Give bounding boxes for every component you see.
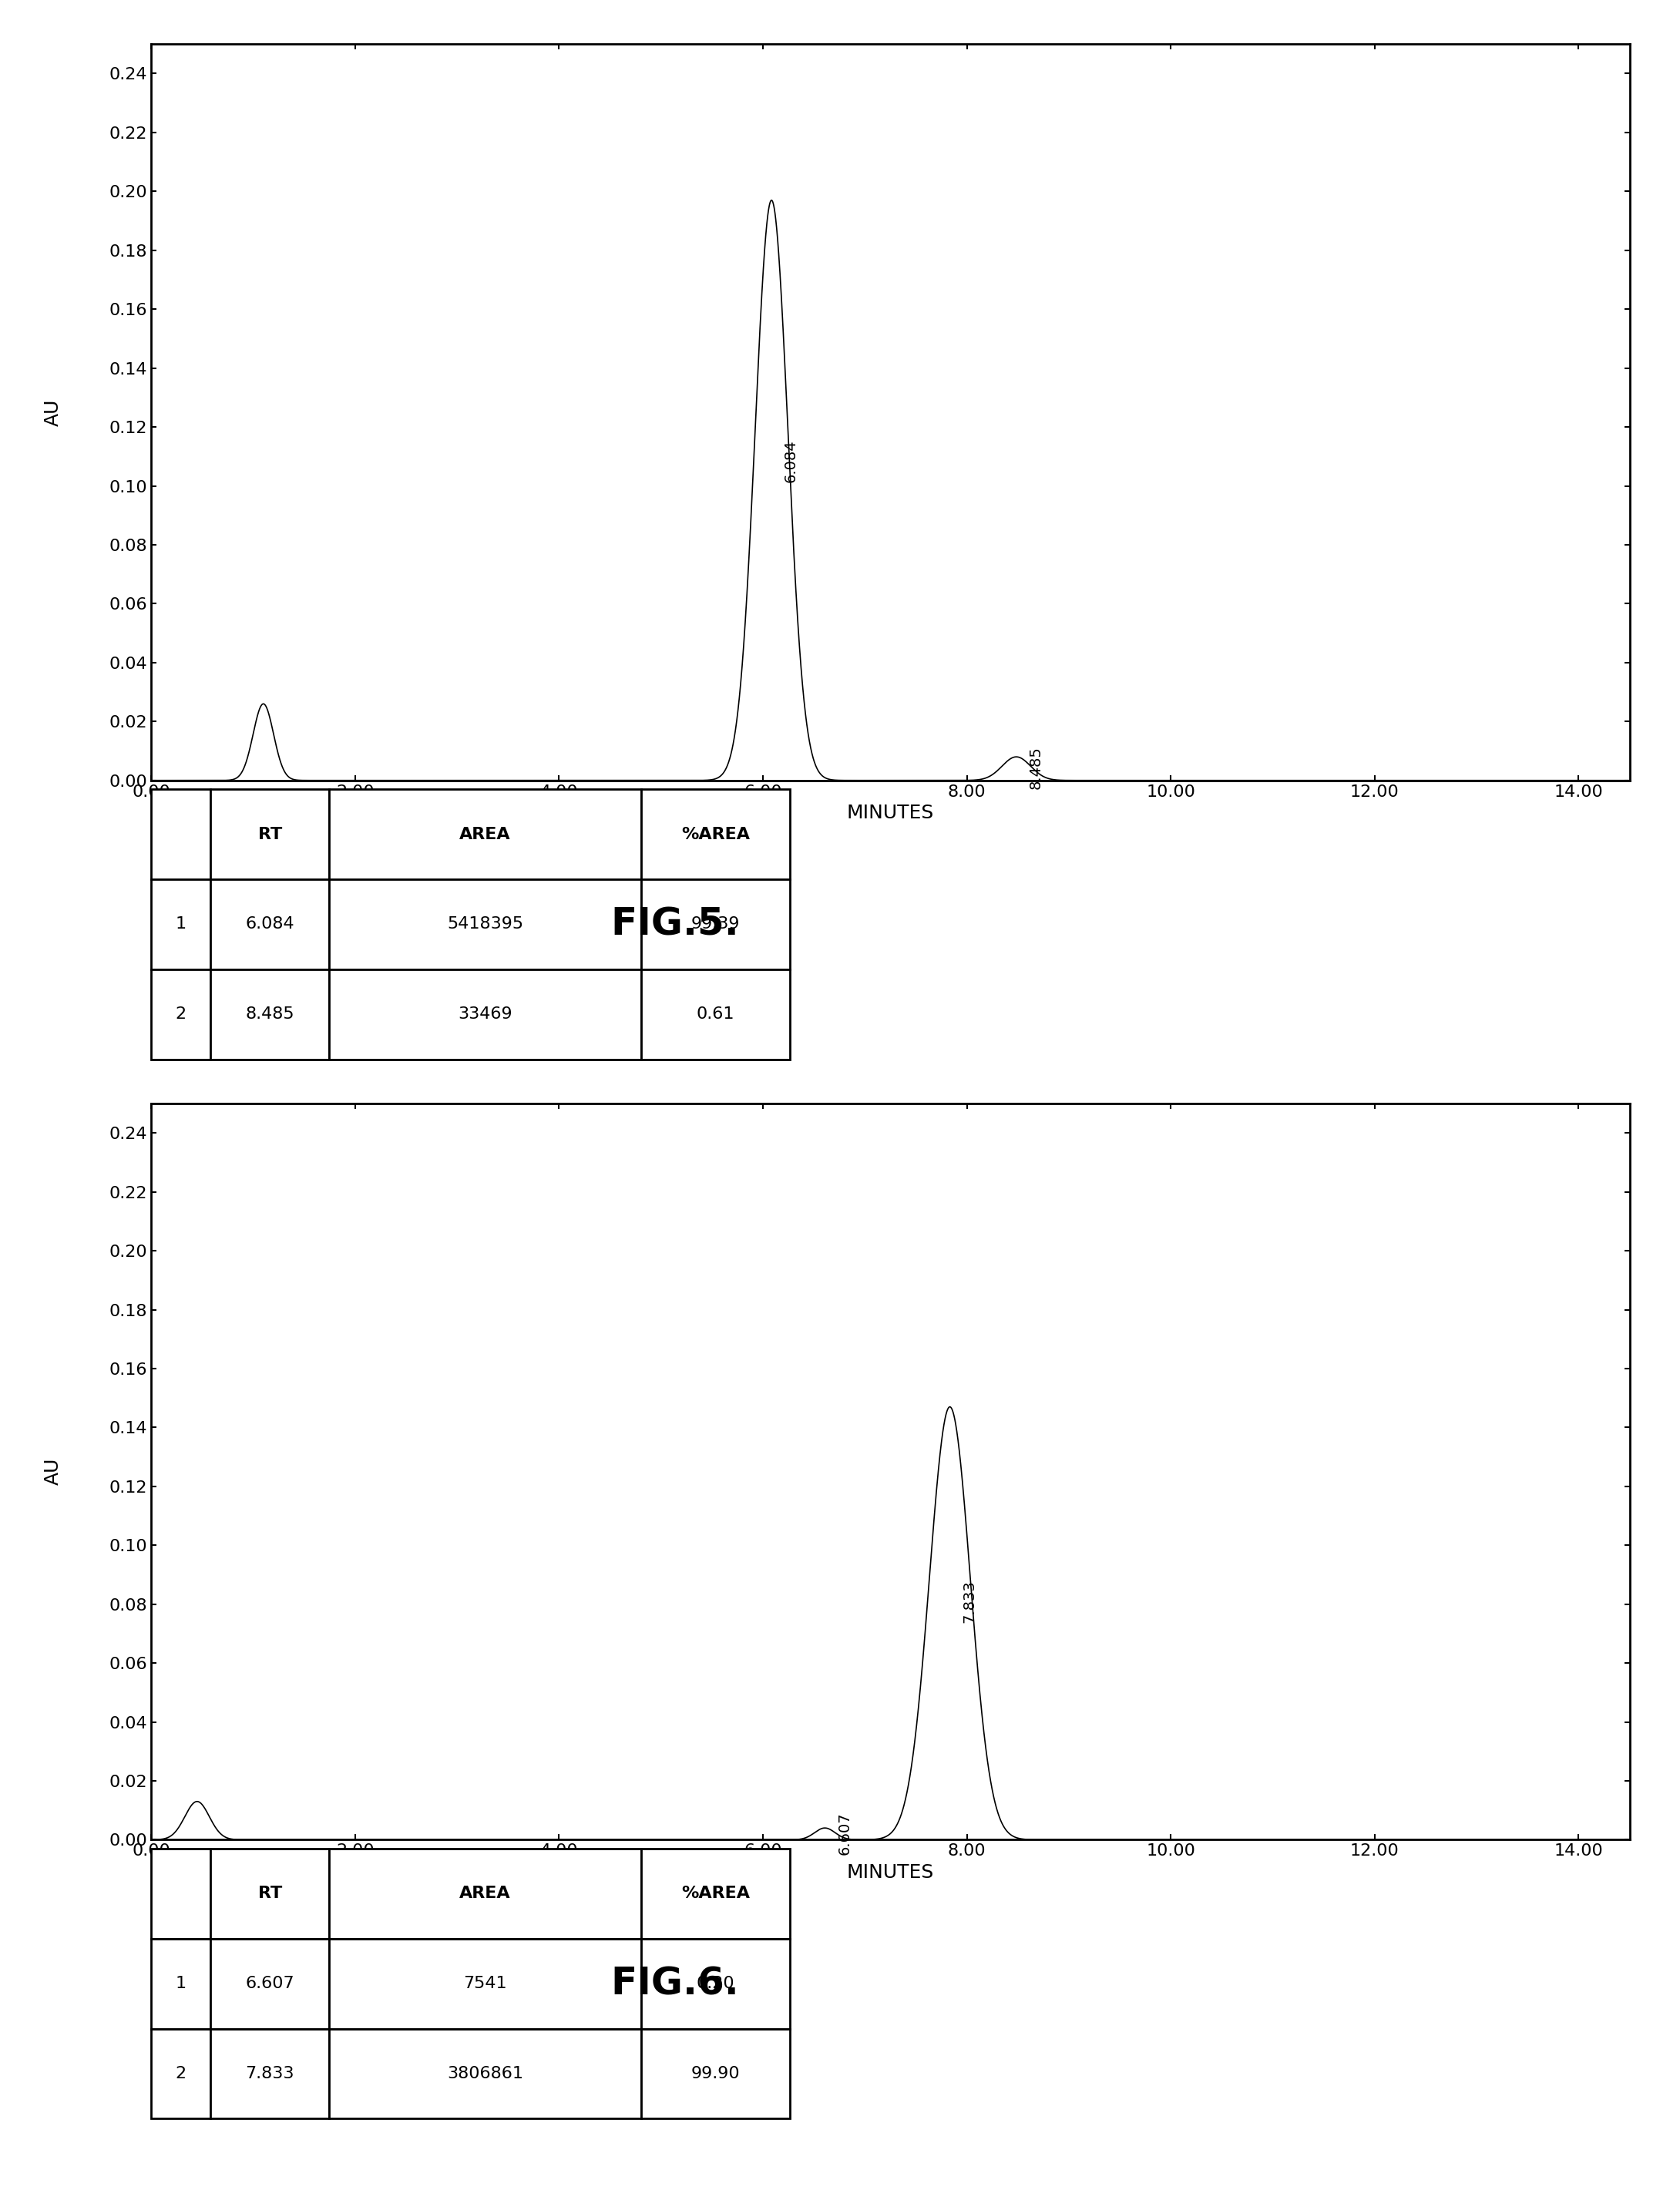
- Text: AREA: AREA: [460, 828, 511, 841]
- Text: 1: 1: [175, 916, 186, 931]
- Text: RT: RT: [259, 1887, 282, 1900]
- Text: 99.90: 99.90: [690, 2066, 739, 2081]
- Text: 6.084: 6.084: [245, 916, 294, 931]
- Text: 99.39: 99.39: [690, 916, 739, 931]
- X-axis label: MINUTES: MINUTES: [847, 1863, 934, 1883]
- Text: 7541: 7541: [464, 1975, 507, 1991]
- Text: 0.20: 0.20: [696, 1975, 734, 1991]
- Text: 8.485: 8.485: [1028, 746, 1043, 788]
- Text: 5418395: 5418395: [447, 916, 524, 931]
- Y-axis label: AU: AU: [44, 1459, 62, 1485]
- Text: 1: 1: [175, 1975, 186, 1991]
- Text: 0.61: 0.61: [696, 1006, 734, 1022]
- Text: FIG.5.: FIG.5.: [612, 905, 739, 942]
- Text: %AREA: %AREA: [680, 828, 749, 841]
- Y-axis label: AU: AU: [44, 399, 62, 426]
- Text: FIG.6.: FIG.6.: [612, 1964, 739, 2002]
- Text: 3806861: 3806861: [447, 2066, 524, 2081]
- Text: 6.084: 6.084: [785, 439, 798, 483]
- Text: 6.607: 6.607: [245, 1975, 294, 1991]
- Text: 8.485: 8.485: [245, 1006, 294, 1022]
- Text: 6.607: 6.607: [837, 1812, 852, 1854]
- Text: 7.833: 7.833: [245, 2066, 294, 2081]
- Text: 7.833: 7.833: [963, 1580, 976, 1622]
- Text: 2: 2: [175, 2066, 186, 2081]
- X-axis label: MINUTES: MINUTES: [847, 803, 934, 823]
- Text: RT: RT: [259, 828, 282, 841]
- Text: %AREA: %AREA: [680, 1887, 749, 1900]
- Text: 33469: 33469: [459, 1006, 512, 1022]
- Text: 2: 2: [175, 1006, 186, 1022]
- Text: AREA: AREA: [460, 1887, 511, 1900]
